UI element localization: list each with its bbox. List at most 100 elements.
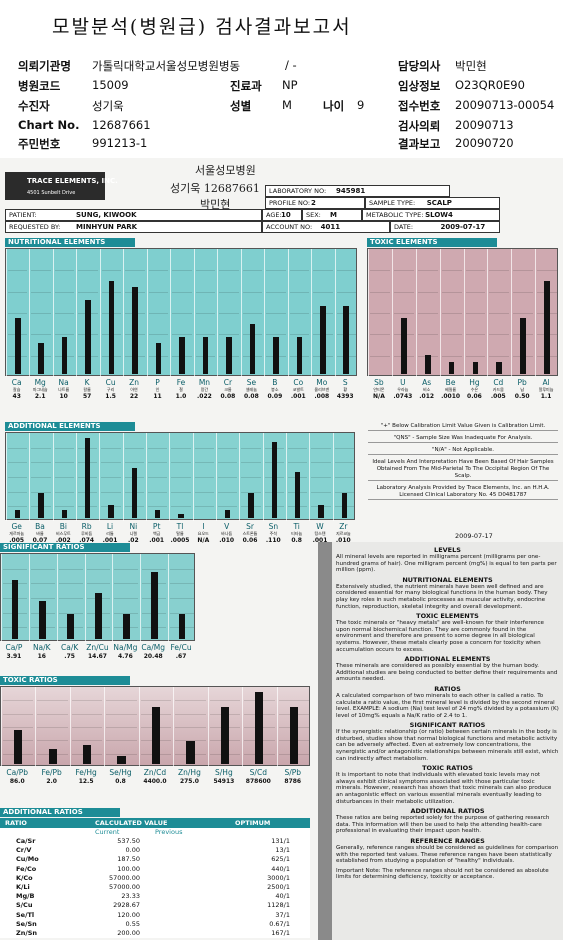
element-label: Li: [106, 522, 114, 531]
grid-line: [334, 447, 354, 449]
scanned-report: TRACE ELEMENTS, INC. 4501 Sunbelt Drive …: [0, 158, 563, 940]
grid-line: [311, 491, 331, 493]
column-divider: [169, 433, 171, 521]
grid-line: [3, 700, 34, 702]
element-label: V: [224, 522, 230, 531]
element-value: .005: [9, 537, 25, 544]
grid-line: [101, 270, 122, 272]
important-note: Important Note: The reference ranges sho…: [336, 867, 549, 881]
grid-line: [266, 270, 286, 272]
chart-area: [5, 432, 355, 521]
field-box: AGE: 10: [262, 209, 302, 221]
field-label: PATIENT:: [9, 211, 37, 219]
section-text: These ratios are being reported solely f…: [336, 815, 550, 835]
element-label: Ge: [11, 522, 22, 531]
grid-line: [125, 270, 145, 272]
info-value: NP: [282, 78, 298, 92]
level-bar: [38, 492, 44, 518]
level-bar: [11, 580, 19, 639]
element-value: .074: [79, 537, 95, 544]
grid-line: [114, 598, 139, 599]
element-value: .010: [219, 537, 235, 544]
element-value: 878600: [245, 778, 271, 785]
grid-line: [3, 727, 34, 728]
element-label: Rb: [81, 522, 92, 531]
grid-line: [417, 313, 438, 314]
level-bar: [155, 343, 162, 374]
info-value: 20090713: [455, 118, 514, 132]
grid-line: [54, 270, 75, 272]
grid-line: [8, 270, 28, 272]
element-label: W: [316, 522, 324, 531]
grid-line: [241, 491, 261, 493]
element-value: 4.76: [117, 653, 133, 660]
grid-line: [170, 583, 194, 585]
section-heading: ADDITIONAL RATIOS: [410, 807, 485, 816]
column-divider: [35, 687, 37, 767]
element-value: 10: [59, 393, 68, 400]
element-label: Ca: [11, 378, 22, 387]
element-label: Cu: [105, 378, 116, 387]
row-ratio: Cu/Mo: [16, 855, 39, 864]
field-box: METABOLIC TYPE: SLOW4: [362, 209, 500, 221]
element-name-kr: 탈륨: [176, 531, 184, 536]
row-current: 2928.67: [113, 901, 140, 910]
row-current: 57000.00: [108, 873, 140, 882]
row-optimum: 2500/1: [267, 883, 290, 891]
element-value: 57: [82, 393, 92, 400]
legend-note: "QNS" - Sample Size Was Inadequate For A…: [368, 435, 558, 443]
grid-line: [194, 462, 214, 464]
level-bar: [226, 336, 232, 374]
grid-line: [148, 291, 169, 293]
level-bar: [67, 613, 74, 639]
element-value: 275.0: [179, 778, 199, 785]
grid-line: [336, 291, 356, 293]
element-value: .008: [314, 393, 330, 400]
panel-title: SIGNIFICANT RATIOS: [0, 543, 130, 552]
field-box: ACCOUNT NO: 4011: [262, 221, 390, 233]
element-name-kr: 카드뮴: [492, 387, 504, 392]
element-name-kr: 스트론튬: [242, 531, 258, 536]
row-optimum: 13/1: [275, 846, 290, 855]
grid-line: [30, 598, 55, 599]
grid-line: [465, 270, 486, 272]
panel-title: ADDITIONAL ELEMENTS: [5, 422, 135, 431]
element-label: Zn: [129, 378, 139, 387]
element-value: 12.5: [78, 778, 94, 785]
element-value: .0010: [441, 393, 461, 400]
info-value: 9: [357, 98, 365, 112]
grid-line: [142, 568, 167, 570]
column-divider: [112, 554, 114, 642]
level-bar: [61, 509, 68, 518]
grid-line: [8, 462, 28, 464]
level-bar: [151, 707, 161, 764]
grid-line: [241, 447, 261, 449]
grid-line: [393, 291, 414, 293]
element-value: .001: [312, 537, 328, 544]
row-ratio: K/Co: [16, 873, 33, 882]
info-label: 검사의뢰: [398, 119, 441, 133]
element-name-kr: 아연: [130, 387, 138, 392]
element-value: .75: [64, 653, 75, 660]
element-label: P: [155, 378, 160, 387]
grid-line: [334, 477, 354, 478]
column-subheader: Previous: [155, 828, 183, 836]
level-bar: [14, 729, 23, 764]
grid-line: [288, 447, 308, 449]
grid-line: [242, 291, 263, 293]
element-value: 1.1: [540, 393, 552, 400]
grid-line: [106, 740, 137, 742]
grid-line: [194, 477, 214, 478]
grid-line: [31, 313, 51, 314]
row-current: 200.00: [117, 929, 140, 937]
section-heading: ADDITIONAL ELEMENTS: [404, 655, 491, 664]
grid-line: [170, 568, 194, 570]
grid-line: [266, 291, 286, 293]
column-divider: [122, 433, 124, 521]
section-heading: TOXIC RATIOS: [422, 764, 473, 773]
grid-line: [71, 740, 103, 742]
info-label: Chart No.: [18, 118, 80, 132]
column-divider: [216, 433, 217, 521]
element-value: .110: [265, 537, 281, 544]
element-value: 2.1: [34, 393, 46, 400]
